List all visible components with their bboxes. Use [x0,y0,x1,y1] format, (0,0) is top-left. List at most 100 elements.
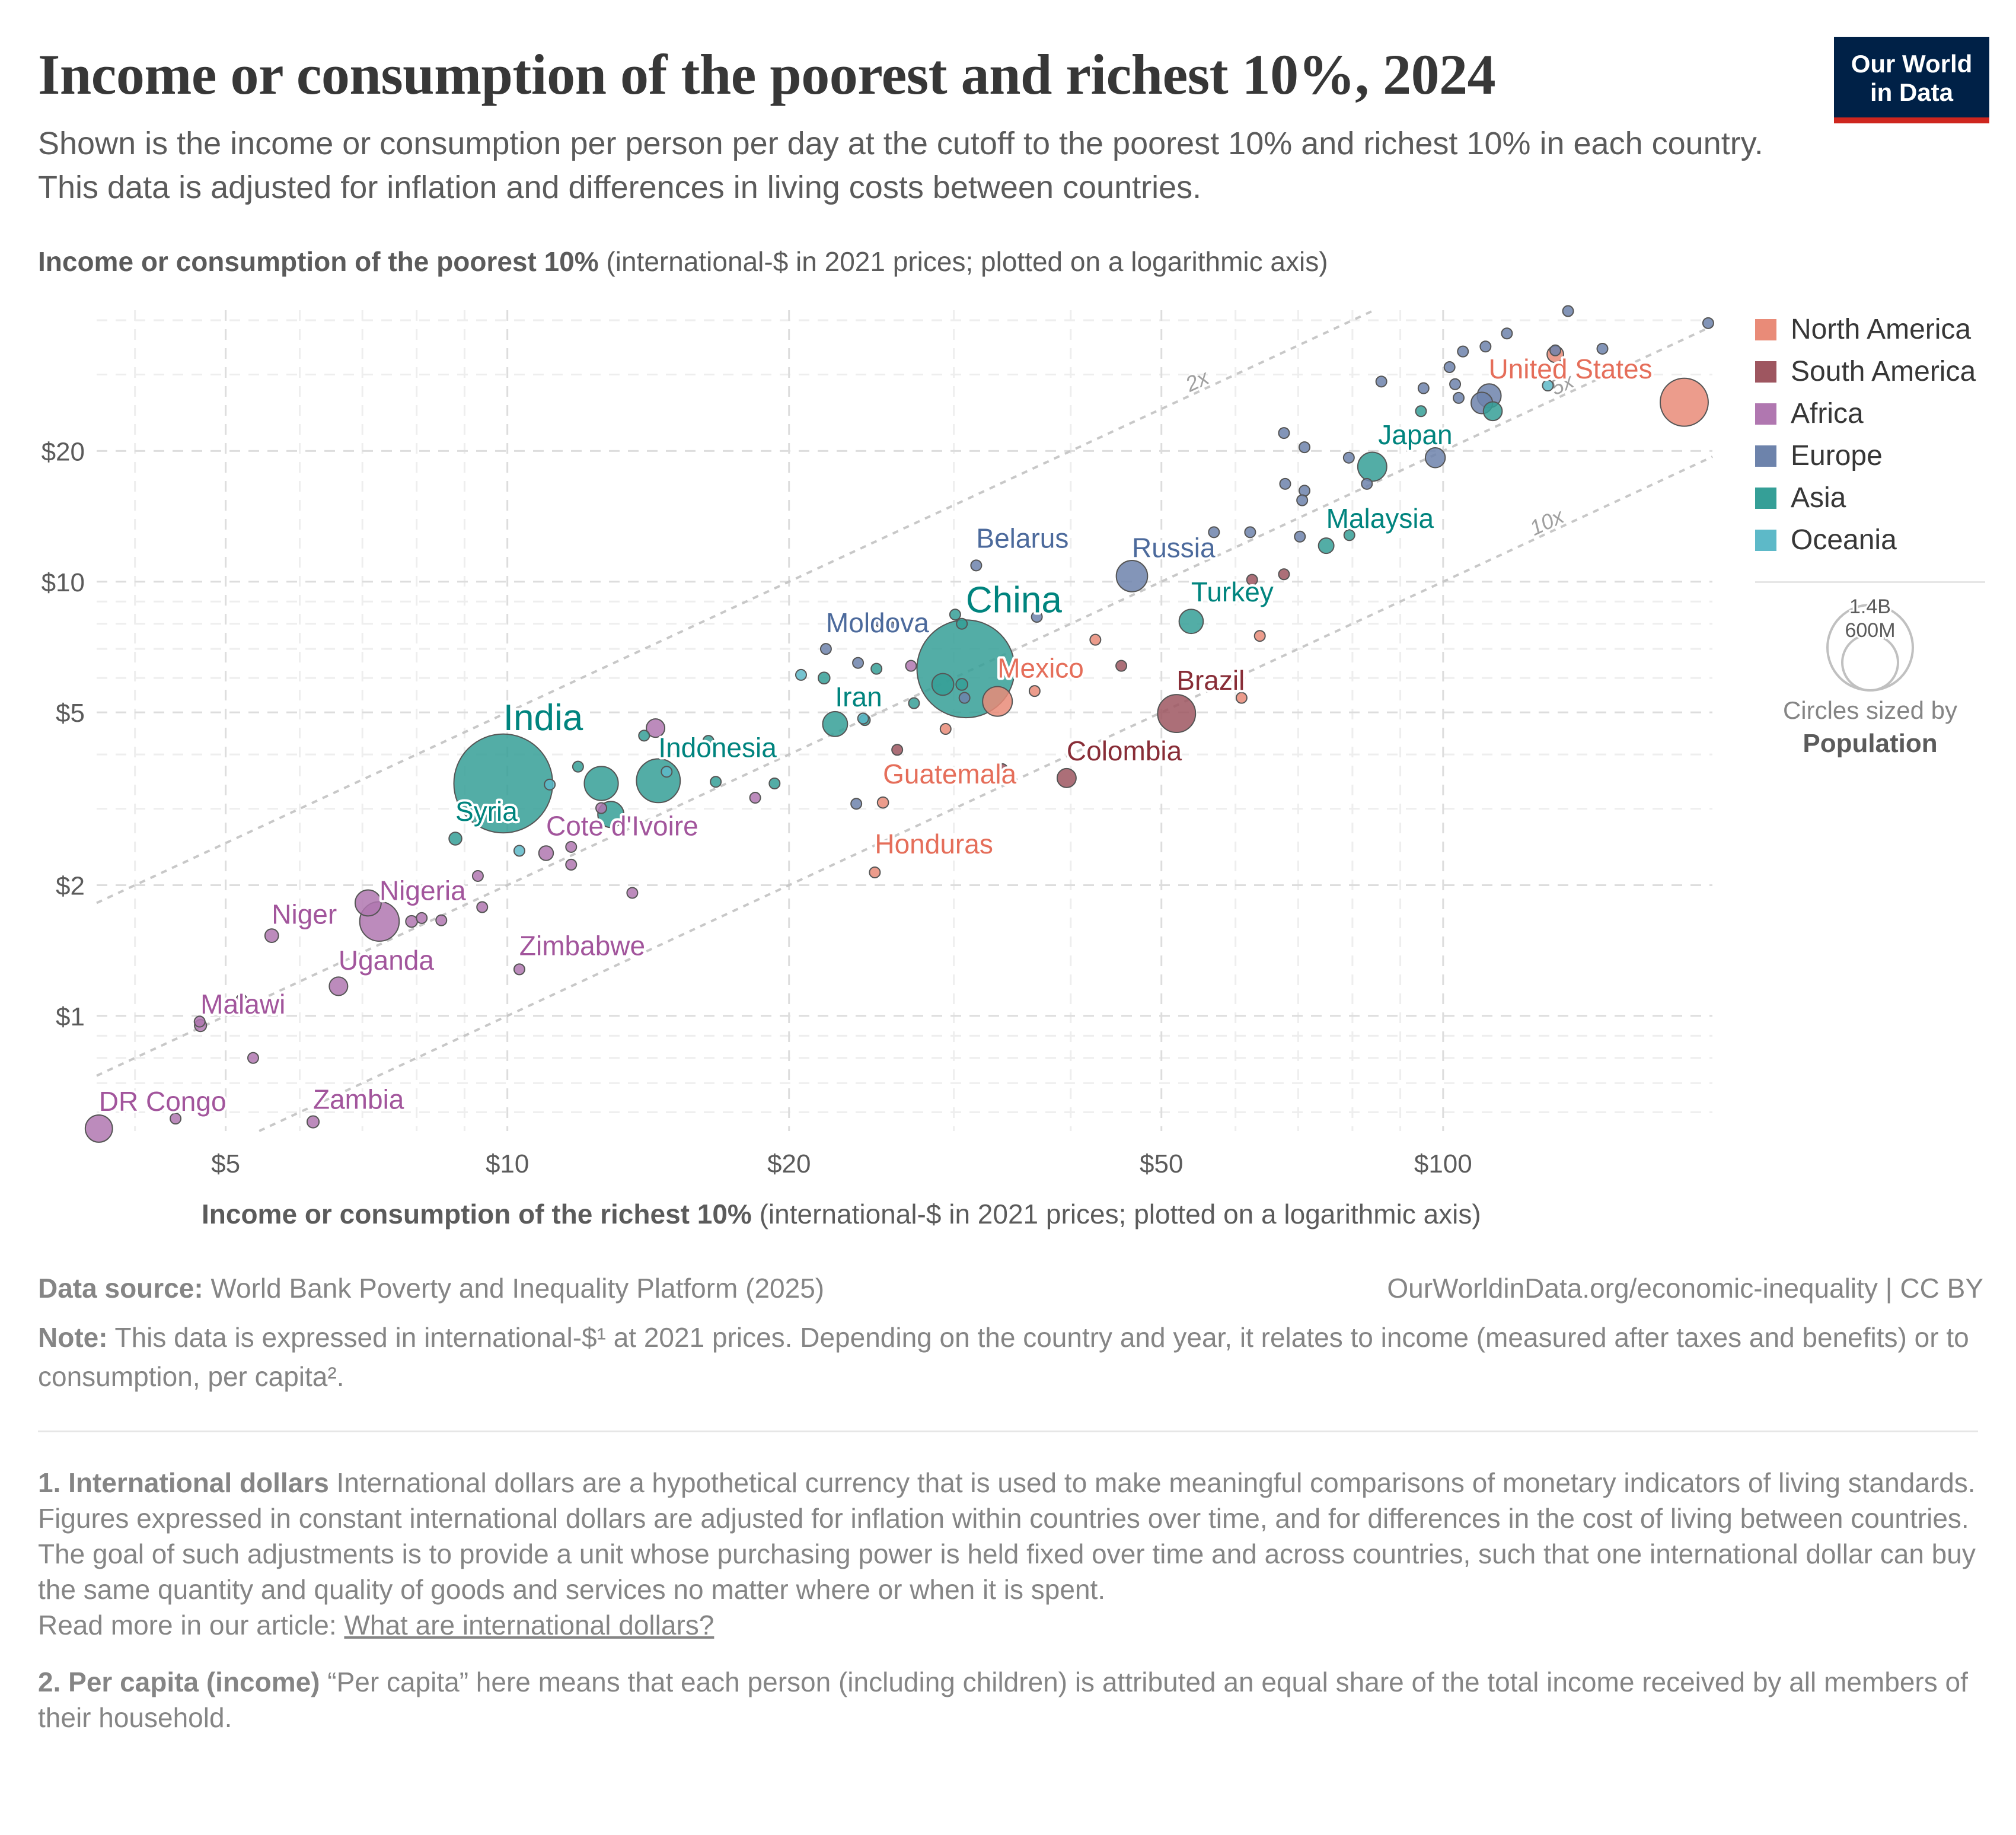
point-uganda [328,976,349,996]
credit-link[interactable]: OurWorldinData.org/economic-inequality |… [1387,1273,1983,1304]
y-axis-title-rest: (international-$ in 2021 prices; plotted… [598,246,1328,277]
point-dr-congo [84,1114,113,1143]
data-label: Honduras [875,829,993,859]
data-source: Data source: World Bank Poverty and Ineq… [38,1272,824,1304]
x-tick-label: $20 [767,1149,811,1178]
data-label: Guatemala [883,759,1016,789]
point [1457,345,1469,358]
legend-item[interactable]: North America [1755,308,1976,351]
legend-item[interactable]: Asia [1755,477,1976,519]
point-belarus [970,559,983,572]
point-russia [1115,560,1149,592]
y-tick-label: $5 [56,699,85,728]
x-tick-label: $50 [1140,1149,1183,1178]
point [883,620,895,632]
note-label: Note: [38,1322,108,1353]
y-axis-title-bold: Income or consumption of the poorest 10% [38,246,599,277]
legend-item[interactable]: Africa [1755,393,1976,435]
point [416,912,428,924]
data-label: Zimbabwe [519,930,645,961]
point [583,766,619,801]
point-moldova [819,643,832,655]
point [247,1052,259,1064]
point [939,723,952,735]
size-legend-small-label: 600M [1845,619,1895,642]
x-tick-label: $100 [1414,1149,1472,1178]
legend-swatch [1755,487,1776,509]
point [891,744,904,756]
footnote-2: 2. Per capita (income) “Per capita” here… [38,1664,1977,1735]
point [1278,427,1290,439]
data-label: Colombia [1067,735,1182,766]
footnote-2-text: “Per capita” here means that each person… [38,1667,1968,1733]
y-tick-label: $2 [56,871,85,900]
point [1208,526,1220,539]
legend-swatch [1755,445,1776,467]
data-label: Brazil [1176,665,1245,696]
point-guatemala [876,796,889,809]
point [996,763,1009,775]
point [1702,317,1714,329]
legend-item[interactable]: Europe [1755,435,1976,477]
data-label: Moldova [826,607,929,638]
size-legend-large-label: 1.4B [1849,595,1891,618]
owid-logo[interactable]: Our World in Data [1834,37,1989,123]
data-label: Belarus [976,523,1068,553]
point [956,617,968,630]
point-zambia [306,1115,320,1129]
point [405,915,418,928]
point [1549,344,1562,356]
point [1415,405,1427,418]
point [1361,477,1373,490]
point [565,858,578,871]
source-text: World Bank Poverty and Inequality Platfo… [203,1273,825,1304]
point [1244,526,1256,539]
point [1342,451,1355,464]
point-cote-d-ivoire [538,845,554,861]
point [595,802,608,814]
point [1279,477,1291,490]
footnote-1-intro: 1. International dollars International d… [38,1465,1977,1501]
footnote-2-title: 2. Per capita (income) [38,1667,320,1697]
legend-item[interactable]: South America [1755,351,1976,393]
footnote-1-para-3: The goal of such adjustments is to provi… [38,1538,1976,1605]
point [817,671,831,685]
data-label: Mexico [997,653,1084,684]
chart-subtitle: Shown is the income or consumption per p… [38,126,1763,205]
international-dollars-link[interactable]: What are international dollars? [344,1610,714,1640]
ratio-label-10x: 10x [1526,503,1568,540]
point-mexico [982,686,1013,717]
data-label: Uganda [339,945,435,976]
footnote-gap [38,1643,1977,1664]
point-zimbabwe [513,963,525,976]
data-label: Russia [1132,532,1216,563]
legend-item[interactable]: Oceania [1755,519,1976,561]
point-colombia [1056,767,1077,788]
note-text: This data is expressed in international-… [38,1322,1969,1392]
size-legend-circle-small [1841,633,1899,692]
point [1296,494,1309,506]
x-tick-label: $5 [211,1149,240,1178]
point [170,1113,182,1125]
legend-swatch [1755,529,1776,551]
legend-label: North America [1791,314,1972,345]
data-label: Iran [835,681,882,712]
legend-swatch [1755,361,1776,383]
x-axis-title: Income or consumption of the richest 10%… [202,1198,1481,1230]
data-label: Nigeria [379,875,466,906]
point [931,673,955,696]
point-united-states [1659,377,1709,427]
ratio-line-2x [96,309,1375,904]
point [955,678,969,691]
logo-line-2: in Data [1870,78,1954,106]
legend-swatch [1755,403,1776,425]
size-caption-variable: Population [1803,729,1938,758]
point [1031,611,1043,623]
size-legend-caption: Circles sized by Population [1755,694,1985,760]
data-label: United States [1488,353,1652,384]
point [870,662,883,675]
point [908,697,920,709]
legend-label: Europe [1791,440,1883,472]
